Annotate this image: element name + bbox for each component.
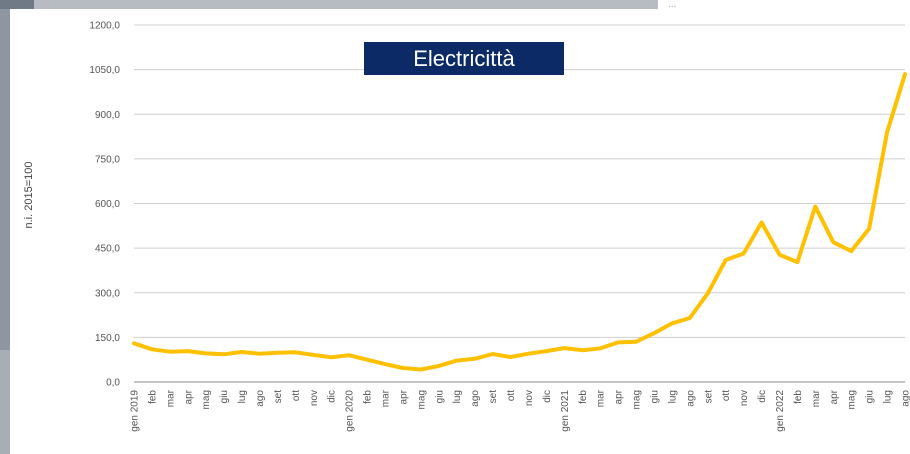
background-top-corner — [0, 0, 34, 9]
x-tick-label: feb — [793, 390, 804, 404]
x-tick-label: ott — [506, 390, 517, 401]
background-top-band — [10, 0, 658, 9]
x-tick-label: set — [273, 390, 284, 404]
x-tick-label: giu — [434, 390, 445, 403]
x-tick-label: mag — [416, 390, 427, 409]
x-tick-label: ott — [721, 390, 732, 401]
x-tick-label: set — [703, 390, 714, 404]
x-tick-label: mar — [381, 389, 392, 407]
y-tick-label: 750,0 — [95, 154, 120, 165]
x-tick-label: ago — [255, 390, 266, 407]
x-tick-label: gen 2022 — [775, 390, 786, 432]
x-tick-label: mar — [596, 389, 607, 407]
x-tick-label: mag — [632, 390, 643, 409]
x-tick-label: dic — [542, 390, 553, 403]
y-tick-label: 450,0 — [95, 244, 120, 255]
x-tick-label: ago — [685, 390, 696, 407]
y-axis-title: n.i. 2015=100 — [23, 161, 35, 229]
x-tick-label: giu — [649, 390, 660, 403]
x-tick-label: feb — [363, 390, 374, 404]
x-tick-label: mar — [811, 389, 822, 407]
y-tick-label: 150,0 — [95, 333, 120, 344]
x-tick-label: apr — [614, 389, 625, 404]
x-tick-label: nov — [524, 390, 535, 406]
x-tick-label: mag — [847, 390, 858, 409]
background-left-strip-lower — [0, 350, 10, 454]
y-tick-label: 300,0 — [95, 288, 120, 299]
x-tick-label: apr — [398, 389, 409, 404]
x-tick-label: nov — [309, 390, 320, 406]
y-tick-label: 600,0 — [95, 199, 120, 210]
x-tick-label: apr — [183, 389, 194, 404]
x-tick-label: lug — [237, 390, 248, 403]
chart-title: Electricittà — [364, 42, 564, 75]
series-line-electricity — [132, 72, 907, 372]
y-axis-ticks: 0,0 150,0 300,0 450,0 600,0 750,0 900,0 1050,0 1… — [89, 21, 120, 389]
x-tick-label: set — [488, 390, 499, 404]
x-tick-label: lug — [883, 390, 894, 403]
x-tick-label: feb — [578, 390, 589, 404]
background-corner-text: ... — [668, 0, 677, 10]
x-tick-label: mar — [165, 389, 176, 407]
x-tick-label: feb — [147, 390, 158, 404]
x-tick-label: ott — [291, 390, 302, 401]
x-tick-label: giu — [219, 390, 230, 403]
x-tick-label: gen 2021 — [560, 390, 571, 432]
x-tick-label: giu — [865, 390, 876, 403]
x-axis-ticks: gen 2019 feb mar apr mag giu lug ago set ott nov di… — [130, 389, 910, 431]
x-tick-label: mag — [201, 390, 212, 409]
x-tick-label: ago — [901, 390, 910, 407]
x-tick-label: dic — [757, 390, 768, 403]
x-tick-label: lug — [452, 390, 463, 403]
x-tick-label: lug — [667, 390, 678, 403]
y-tick-label: 1200,0 — [89, 21, 120, 32]
background-left-strip — [0, 0, 10, 454]
x-tick-label: gen 2020 — [345, 390, 356, 432]
x-tick-label: nov — [739, 390, 750, 406]
y-tick-label: 0,0 — [106, 378, 120, 389]
x-tick-label: gen 2019 — [130, 390, 141, 432]
y-tick-label: 900,0 — [95, 110, 120, 121]
x-tick-label: apr — [829, 389, 840, 404]
y-tick-label: 1050,0 — [89, 65, 120, 76]
x-tick-label: dic — [327, 390, 338, 403]
grid-lines — [134, 24, 905, 383]
x-tick-label: ago — [470, 390, 481, 407]
